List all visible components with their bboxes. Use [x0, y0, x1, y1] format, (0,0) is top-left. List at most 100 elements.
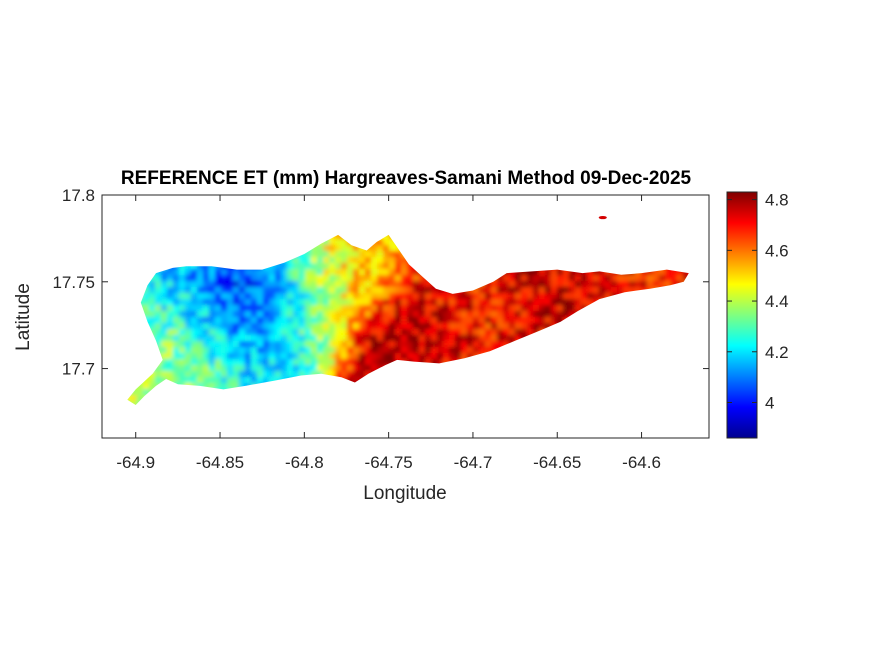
heatmap-cell: [412, 371, 420, 378]
heatmap-cell: [178, 275, 186, 282]
heatmap-cell: [658, 371, 666, 378]
heatmap-cell: [382, 281, 390, 288]
heatmap-cell: [484, 287, 492, 294]
heatmap-cell: [676, 329, 684, 336]
heatmap-cell: [502, 401, 510, 405]
heatmap-cell: [676, 263, 684, 270]
heatmap-cell: [365, 407, 372, 414]
heatmap-cell: [580, 395, 588, 402]
heatmap-cell: [154, 287, 162, 294]
heatmap-cell: [232, 317, 240, 324]
heatmap-cell: [418, 347, 426, 354]
heatmap-cell: [670, 245, 678, 252]
heatmap-cell: [328, 263, 336, 270]
heatmap-cell: [515, 227, 522, 234]
heatmap-cell: [214, 365, 222, 372]
heatmap-cell: [610, 281, 618, 288]
heatmap-cell: [322, 287, 330, 294]
heatmap-cell: [442, 234, 450, 240]
heatmap-cell: [340, 234, 348, 240]
heatmap-cell: [227, 407, 234, 414]
heatmap-cell: [382, 263, 390, 270]
heatmap-cell: [520, 251, 528, 258]
heatmap-cell: [142, 251, 150, 258]
heatmap-cell: [142, 263, 150, 270]
heatmap-cell: [142, 239, 150, 246]
heatmap-cell: [244, 317, 252, 324]
heatmap-cell: [677, 221, 684, 228]
heatmap-cell: [586, 383, 594, 390]
heatmap-cell: [563, 407, 570, 414]
heatmap-cell: [610, 383, 618, 390]
heatmap-cell: [695, 287, 702, 294]
heatmap-cell: [544, 317, 552, 324]
heatmap-cell: [442, 377, 450, 384]
heatmap-cell: [184, 383, 192, 390]
chart-title: REFERENCE ET (mm) Hargreaves-Samani Meth…: [121, 168, 692, 189]
heatmap-cell: [550, 257, 558, 264]
heatmap-cell: [658, 353, 666, 360]
heatmap-cell: [490, 257, 498, 264]
heatmap-cell: [136, 234, 144, 240]
heatmap-cell: [442, 341, 450, 348]
heatmap-cell: [334, 293, 342, 300]
heatmap-cell: [508, 234, 516, 240]
heatmap-cell: [580, 353, 588, 360]
heatmap-cell: [508, 305, 516, 312]
heatmap-cell: [418, 275, 426, 282]
heatmap-cell: [520, 377, 528, 384]
heatmap-cell: [244, 263, 252, 270]
heatmap-cell: [562, 299, 570, 306]
heatmap-cell: [220, 317, 228, 324]
heatmap-cell: [376, 281, 384, 288]
heatmap-cell: [376, 245, 384, 252]
heatmap-cell: [653, 227, 660, 234]
heatmap-cell: [286, 365, 294, 372]
heatmap-cell: [196, 401, 204, 405]
heatmap-cell: [478, 269, 486, 276]
heatmap-cell: [538, 317, 546, 324]
heatmap-cell: [268, 359, 276, 366]
heatmap-cell: [364, 353, 372, 360]
heatmap-cell: [562, 293, 570, 300]
heatmap-cell: [514, 359, 522, 366]
heatmap-cell: [479, 413, 486, 420]
heatmap-cell: [634, 305, 642, 312]
heatmap-cell: [334, 257, 342, 264]
heatmap-cell: [280, 293, 288, 300]
heatmap-cell: [154, 269, 162, 276]
heatmap-cell: [184, 401, 192, 405]
heatmap-cell: [610, 317, 618, 324]
heatmap-cell: [454, 257, 462, 264]
heatmap-cell: [322, 263, 330, 270]
heatmap-cell: [490, 299, 498, 306]
heatmap-cell: [550, 359, 558, 366]
heatmap-cell: [310, 323, 318, 330]
heatmap-cell: [592, 239, 600, 246]
heatmap-cell: [127, 353, 132, 360]
heatmap-cell: [262, 323, 270, 330]
heatmap-cell: [539, 413, 546, 420]
heatmap-cell: [184, 377, 192, 384]
heatmap-cell: [412, 311, 420, 318]
heatmap-cell: [556, 365, 564, 372]
heatmap-cell: [670, 353, 678, 360]
heatmap-cell: [226, 305, 234, 312]
heatmap-cell: [184, 275, 192, 282]
heatmap-cell: [256, 371, 264, 378]
heatmap-cell: [562, 275, 570, 282]
heatmap-cell: [376, 347, 384, 354]
heatmap-cell: [352, 329, 360, 336]
heatmap-cell: [430, 293, 438, 300]
heatmap-cell: [610, 293, 618, 300]
heatmap-cell: [328, 371, 336, 378]
heatmap-cell: [127, 341, 132, 348]
heatmap-cell: [328, 341, 336, 348]
heatmap-cell: [232, 293, 240, 300]
heatmap-cell: [226, 299, 234, 306]
heatmap-cell: [436, 317, 444, 324]
heatmap-cell: [220, 359, 228, 366]
heatmap-cell: [664, 257, 672, 264]
heatmap-cell: [382, 234, 390, 240]
heatmap-cell: [322, 317, 330, 324]
